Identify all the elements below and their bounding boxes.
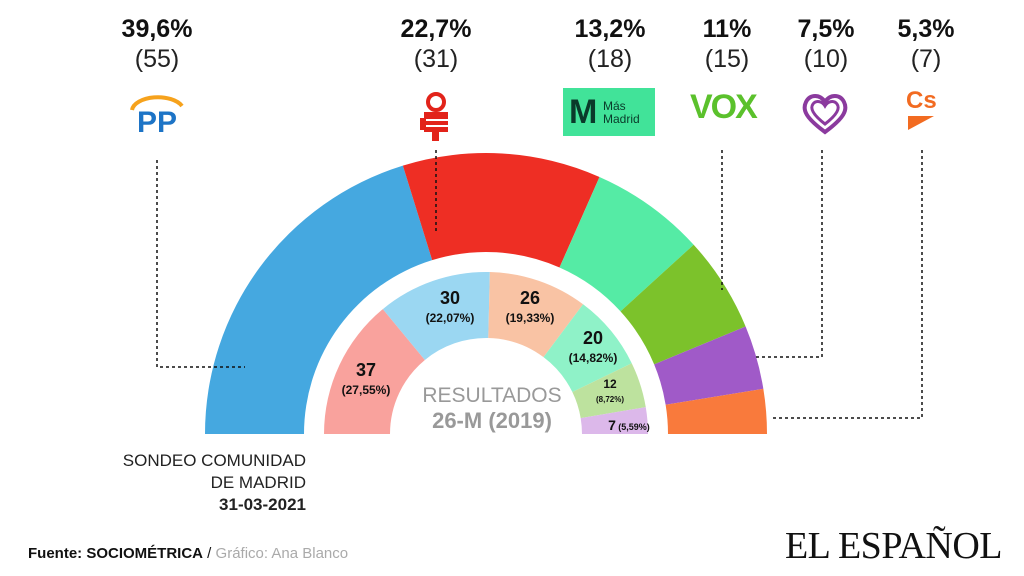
outer-segment-podemos (654, 326, 764, 405)
pp-logo-icon: PP (126, 92, 188, 141)
inner-seat-label: 30 (440, 288, 460, 308)
outer-segment-cs (665, 388, 767, 434)
mas-madrid-logo-icon: M Más Madrid (563, 88, 655, 136)
seats-label: (15) (704, 45, 750, 73)
inner-segment-podemos (580, 407, 648, 434)
sondeo-label: SONDEO COMUNIDAD DE MADRID 31-03-2021 (123, 450, 306, 516)
results-subtitle: 26-M (2019) (432, 408, 552, 433)
header-mas-madrid: 13,2% (18) (550, 14, 670, 74)
podemos-heart-icon (800, 90, 850, 141)
inner-segment-m-s-madrid (543, 304, 632, 393)
pct-label: 11% (702, 15, 752, 43)
inner-seat-label: 26 (520, 288, 540, 308)
results-title: RESULTADOS (422, 384, 561, 407)
leader-line (770, 150, 923, 419)
pct-label: 5,3% (897, 15, 955, 43)
seats-label: (31) (413, 45, 459, 73)
seats-label: (10) (803, 45, 849, 73)
sondeo-date: 31-03-2021 (219, 495, 306, 514)
header-vox: 11% (15) (667, 14, 787, 74)
credit: Gráfico: Ana Blanco (215, 545, 349, 562)
inner-seat-label: 20 (583, 328, 603, 348)
outer-segment-vox (620, 244, 746, 365)
inner-pct-label: (27,55%) (342, 383, 391, 397)
outer-segment-pp (205, 165, 433, 434)
svg-text:PP: PP (137, 106, 177, 136)
logo-text: Más (603, 99, 626, 113)
sondeo-line: DE MADRID (210, 473, 306, 492)
separator: / (203, 545, 216, 562)
pct-label: 39,6% (121, 15, 193, 43)
header-podemos: 7,5% (10) (766, 14, 886, 74)
logo-text: Cs (906, 87, 937, 114)
pct-label: 7,5% (797, 15, 855, 43)
outer-segment-psoe (402, 152, 600, 268)
leader-line (755, 150, 823, 358)
inner-seat-label: 12 (603, 377, 617, 391)
source-line: Fuente: SOCIOMÉTRICA / Gráfico: Ana Blan… (28, 545, 348, 562)
inner-pct-label: (14,82%) (569, 351, 618, 365)
pct-label: 13,2% (574, 15, 646, 43)
inner-pct-label: (5,59%) (618, 422, 650, 432)
seats-label: (7) (910, 45, 942, 73)
inner-segment-cs (488, 272, 584, 358)
inner-pct-label: (22,07%) (426, 311, 475, 325)
sondeo-line: SONDEO COMUNIDAD (122, 451, 306, 470)
inner-segment-pp (382, 271, 490, 360)
inner-seat-label: 7 (608, 417, 616, 433)
brand-logo: EL ESPAÑOL (784, 525, 1003, 567)
seats-label: (18) (587, 45, 633, 73)
inner-segment-vox (572, 363, 646, 419)
source-prefix: Fuente: (28, 545, 87, 562)
leader-line (156, 160, 245, 368)
header-cs: 5,3% (7) (866, 14, 986, 74)
pct-label: 22,7% (400, 15, 472, 43)
header-psoe: 22,7% (31) (376, 14, 496, 74)
outer-segment-m-s-madrid (559, 176, 694, 312)
source-name: SOCIOMÉTRICA (86, 545, 204, 562)
vox-logo-icon: VOX (690, 88, 758, 126)
cs-logo-icon: Cs (906, 88, 937, 132)
inner-pct-label: (19,33%) (506, 311, 555, 325)
logo-text: Madrid (603, 112, 640, 126)
inner-pct-label: (8,72%) (596, 395, 624, 404)
inner-seat-label: 37 (356, 360, 376, 380)
seats-label: (55) (134, 45, 180, 73)
header-pp: 39,6% (55) (97, 14, 217, 74)
psoe-rose-icon (418, 92, 454, 147)
inner-segment-psoe (324, 309, 425, 434)
